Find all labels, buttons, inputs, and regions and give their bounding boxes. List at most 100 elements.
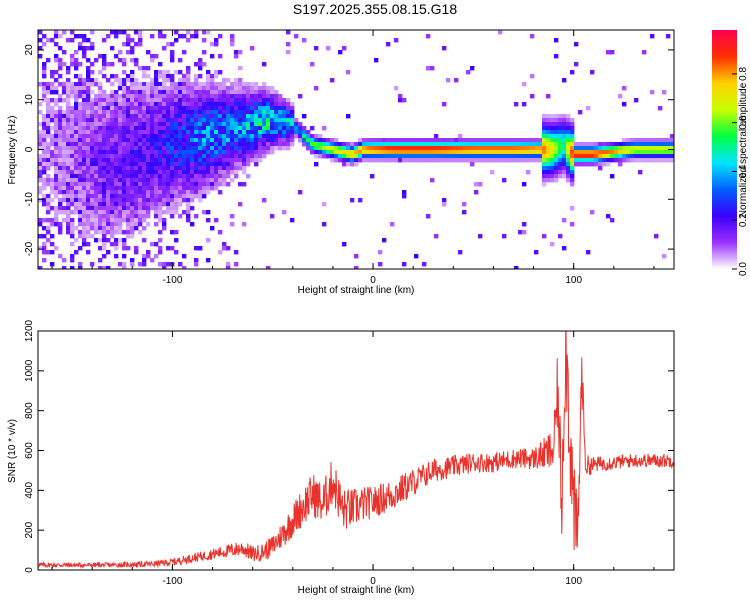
spectrogram-cell: [142, 66, 147, 71]
spectrogram-cell: [194, 138, 199, 143]
spectrogram-cell: [122, 178, 127, 183]
spectrogram-cell: [114, 110, 119, 115]
spectrogram-cell: [58, 146, 63, 151]
spectrogram-cell: [350, 146, 355, 151]
spectrogram-cell: [662, 254, 667, 259]
spectrogram-cell: [242, 158, 247, 163]
spectrogram-cell: [222, 126, 227, 131]
spectrogram-cell: [70, 190, 75, 195]
spectrogram-cell: [78, 158, 83, 163]
spectrogram-cell: [98, 246, 103, 251]
spectrogram-cell: [138, 178, 143, 183]
spectrogram-cell: [526, 150, 531, 155]
spectrogram-cell: [70, 134, 75, 139]
spectrogram-cell: [154, 134, 159, 139]
spectrogram-cell: [202, 30, 207, 35]
spectrogram-cell: [166, 130, 171, 135]
spectrogram-cell: [66, 70, 71, 75]
spectrogram-cell: [146, 190, 151, 195]
spectrogram-cell: [130, 70, 135, 75]
spectrogram-cell: [194, 106, 199, 111]
spectrogram-cell: [122, 122, 127, 127]
spectrogram-cell: [542, 182, 547, 187]
spectrogram-cell: [370, 146, 375, 151]
spectrogram-cell: [606, 146, 611, 151]
spectrogram-cell: [670, 150, 674, 155]
spectrogram-cell: [178, 70, 183, 75]
spectrogram-cell: [142, 106, 147, 111]
spectrogram-cell: [102, 246, 107, 251]
spectrogram-cell: [42, 186, 47, 191]
spectrogram-cell: [310, 62, 315, 67]
spectrogram-cell: [90, 206, 95, 211]
spectrogram-cell: [430, 158, 435, 163]
spectrogram-cell: [50, 190, 55, 195]
spectrogram-cell: [558, 170, 563, 175]
spectrogram-cell: [362, 154, 367, 159]
spectrogram-cell: [118, 262, 123, 267]
spectrogram-cell: [218, 162, 223, 167]
spectrogram-cell: [446, 142, 451, 147]
spectrogram-cell: [182, 266, 187, 269]
spectrogram-cell: [62, 170, 67, 175]
spectrogram-cell: [242, 134, 247, 139]
spectrogram-cell: [658, 138, 663, 143]
spectrogram-cell: [470, 142, 475, 147]
spectrogram-cell: [522, 154, 527, 159]
spectrogram-cell: [226, 166, 231, 171]
spectrogram-cell: [634, 138, 639, 143]
spectrogram-cell: [122, 242, 127, 247]
spectrogram-cell: [254, 106, 259, 111]
spectrogram-cell: [630, 154, 635, 159]
spectrogram-cell: [186, 166, 191, 171]
spectrogram-cell: [662, 146, 667, 151]
spectrogram-cell: [634, 142, 639, 147]
spectrogram-cell: [46, 154, 51, 159]
spectrogram-cell: [218, 158, 223, 163]
spectrogram-cell: [58, 222, 63, 227]
spectrogram-cell: [158, 194, 163, 199]
spectrogram-cell: [314, 154, 319, 159]
spectrogram-cell: [186, 198, 191, 203]
spectrogram-cell: [138, 166, 143, 171]
spectrogram-cell: [462, 146, 467, 151]
spectrogram-cell: [46, 238, 51, 243]
spectrogram-cell: [74, 186, 79, 191]
spectrogram-cell: [202, 194, 207, 199]
spectrogram-cell: [194, 130, 199, 135]
spectrogram-cell: [90, 42, 95, 47]
spectrogram-cell: [122, 102, 127, 107]
spectrogram-cell: [242, 94, 247, 99]
spectrogram-cell: [186, 106, 191, 111]
spectrogram-cell: [218, 110, 223, 115]
spectrogram-cell: [282, 106, 287, 111]
spectrogram-cell: [182, 122, 187, 127]
spectrogram-cell: [182, 114, 187, 119]
spectrogram-cell: [42, 182, 47, 187]
spectrogram-cell: [58, 106, 63, 111]
spectrogram-cell: [566, 122, 571, 127]
spectrogram-cell: [246, 154, 251, 159]
spectrogram-cell: [74, 34, 79, 39]
spectrogram-cell: [170, 182, 175, 187]
spectrogram-cell: [202, 138, 207, 143]
spectrogram-cell: [94, 138, 99, 143]
y-tick-label: 800: [24, 402, 35, 419]
spectrogram-cell: [178, 86, 183, 91]
spectrogram-cell: [106, 194, 111, 199]
spectrogram-cell: [38, 162, 43, 167]
spectrogram-cell: [546, 170, 551, 175]
spectrogram-cell: [102, 122, 107, 127]
spectrogram-cell: [118, 106, 123, 111]
spectrogram-cell: [210, 182, 215, 187]
spectrogram-cell: [86, 190, 91, 195]
spectrogram-cell: [182, 126, 187, 131]
spectrogram-cell: [94, 190, 99, 195]
spectrogram-cell: [106, 174, 111, 179]
spectrogram-cell: [130, 234, 135, 239]
spectrogram-cell: [194, 214, 199, 219]
spectrogram-cell: [562, 218, 567, 223]
spectrogram-cell: [86, 134, 91, 139]
spectrogram-cell: [390, 146, 395, 151]
